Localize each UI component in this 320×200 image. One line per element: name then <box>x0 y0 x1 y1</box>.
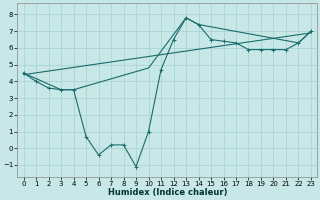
X-axis label: Humidex (Indice chaleur): Humidex (Indice chaleur) <box>108 188 227 197</box>
